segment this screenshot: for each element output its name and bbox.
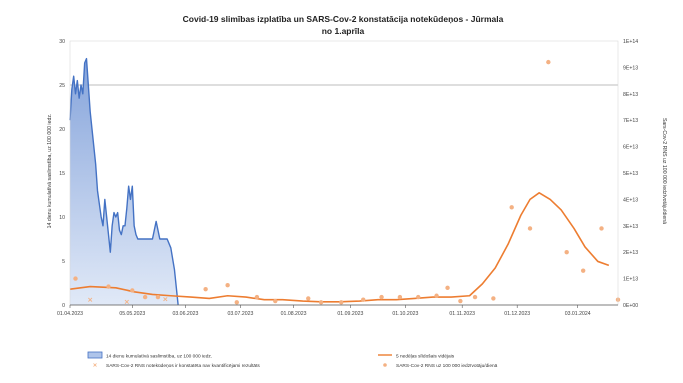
y-right-tick-label-0: 0E+00 bbox=[623, 303, 638, 309]
rna-load-point-21 bbox=[491, 296, 496, 301]
y-left-tick-label-6: 30 bbox=[59, 39, 65, 45]
y-right-tick-label-7: 7E+13 bbox=[623, 118, 638, 124]
rna-load-point-13 bbox=[361, 297, 366, 302]
rna-load-point-19 bbox=[458, 298, 463, 304]
x-tick-label-9: 03.01.2024 bbox=[565, 311, 591, 317]
axes: 01.04.2023 05.05.2023 03.06.2023 03.07.2023… bbox=[57, 39, 638, 317]
rna-load-point-11 bbox=[318, 300, 324, 305]
rna-load-point-27 bbox=[599, 226, 604, 231]
y-right-tick-label-6: 6E+13 bbox=[623, 145, 638, 151]
y-right-tick-label-10: 1E+14 bbox=[623, 39, 638, 45]
y-left-tick-label-4: 20 bbox=[59, 127, 65, 133]
not-quantifiable-marker-2 bbox=[163, 297, 168, 302]
rna-load-point-0 bbox=[73, 276, 78, 281]
x-tick-label-7: 01.11.2023 bbox=[449, 311, 475, 317]
y-left-axis-label: 14 dienu kumulatīvā saslimstība, uz 100 … bbox=[47, 114, 53, 229]
legend-label-moving-average: 5 nedēļas slīdošais vidējais bbox=[396, 354, 455, 360]
not-quantifiable-marker-1 bbox=[124, 299, 129, 304]
rna-load-point-16 bbox=[416, 294, 421, 300]
y-right-tick-label-3: 3E+13 bbox=[623, 224, 638, 230]
rna-load-point-8 bbox=[254, 294, 260, 300]
legend-swatch-incidence bbox=[87, 351, 103, 359]
x-tick-label-4: 01.08.2023 bbox=[281, 311, 307, 317]
y-left-tick-label-3: 15 bbox=[59, 171, 65, 177]
y-left-tick-label-5: 25 bbox=[59, 83, 65, 89]
y-right-axis-label: Sars-Cov-2 RNS uz 100 000 iedzīvotāju/di… bbox=[661, 118, 667, 224]
x-tick-label-5: 01.09.2023 bbox=[337, 311, 363, 317]
series-incidence-area bbox=[70, 58, 179, 305]
rna-load-point-2 bbox=[130, 288, 135, 293]
x-tick-label-1: 05.05.2023 bbox=[119, 311, 145, 317]
y-left-tick-label-1: 5 bbox=[62, 259, 65, 265]
legend-label-rna-load: SARS-Cov-2 RNS uz 100 000 iedzīvotāju/di… bbox=[396, 363, 498, 369]
rna-load-point-10 bbox=[306, 296, 311, 301]
rna-load-point-26 bbox=[580, 268, 586, 273]
not-quantifiable-marker-0 bbox=[88, 297, 93, 302]
x-tick-label-2: 03.06.2023 bbox=[172, 311, 198, 317]
y-right-tick-label-9: 9E+13 bbox=[623, 65, 638, 71]
rna-load-point-5 bbox=[203, 286, 208, 292]
series-moving-average-line bbox=[69, 192, 610, 303]
not-quantifiable-marker-stroke bbox=[88, 297, 93, 302]
rna-load-point-7 bbox=[234, 300, 239, 305]
rna-load-point-1 bbox=[106, 284, 111, 289]
x-tick-label-6: 01.10.2023 bbox=[392, 311, 418, 317]
y-right-tick-label-4: 4E+13 bbox=[623, 197, 638, 203]
chart-title-line-2: no 1.aprīla bbox=[322, 26, 365, 36]
rna-load-point-15 bbox=[397, 294, 403, 300]
rna-load-point-6 bbox=[225, 283, 230, 288]
rna-load-point-17 bbox=[434, 293, 439, 298]
x-tick-label-0: 01.04.2023 bbox=[57, 311, 83, 317]
rna-load-point-14 bbox=[379, 294, 384, 300]
not-quantifiable-marker-stroke bbox=[124, 299, 129, 304]
legend-marker-rna-load bbox=[383, 363, 387, 367]
rna-load-point-23 bbox=[527, 226, 533, 231]
not-quantifiable-marker-stroke bbox=[163, 297, 168, 302]
rna-load-point-22 bbox=[509, 205, 514, 210]
legend-label-incidence: 14 dienu kumulatīvā saslimstība, uz 100 … bbox=[106, 354, 212, 360]
rna-load-point-9 bbox=[273, 298, 278, 304]
y-right-tick-label-1: 1E+13 bbox=[623, 277, 638, 283]
y-right-tick-label-5: 5E+13 bbox=[623, 171, 638, 177]
x-tick-label-3: 03.07.2023 bbox=[227, 311, 253, 317]
rna-load-point-12 bbox=[339, 300, 344, 305]
x-tick-label-8: 01.12.2023 bbox=[504, 311, 530, 317]
rna-load-point-20 bbox=[472, 294, 478, 300]
legend: 14 dienu kumulatīvā saslimstība, uz 100 … bbox=[87, 351, 498, 369]
y-right-tick-label-2: 2E+13 bbox=[623, 250, 638, 256]
chart-title-line-1: Covid-19 slimības izplatība un SARS-Cov-… bbox=[183, 14, 504, 24]
y-left-tick-label-2: 10 bbox=[59, 215, 65, 221]
y-right-tick-label-8: 8E+13 bbox=[623, 92, 638, 98]
series-incidence-line bbox=[69, 57, 179, 306]
rna-load-point-25 bbox=[564, 250, 569, 255]
rna-load-point-3 bbox=[142, 294, 148, 300]
rna-load-point-4 bbox=[155, 294, 161, 300]
legend-label-not-quantifiable: SARS-Cov-2 RNS notekūdeņos ir konstatēta… bbox=[106, 363, 260, 369]
rna-load-point-24 bbox=[546, 59, 551, 65]
rna-load-point-18 bbox=[445, 285, 450, 291]
plot-area bbox=[69, 57, 621, 306]
legend-marker-not-quantifiable bbox=[93, 363, 97, 367]
y-left-tick-label-0: 0 bbox=[62, 303, 65, 309]
